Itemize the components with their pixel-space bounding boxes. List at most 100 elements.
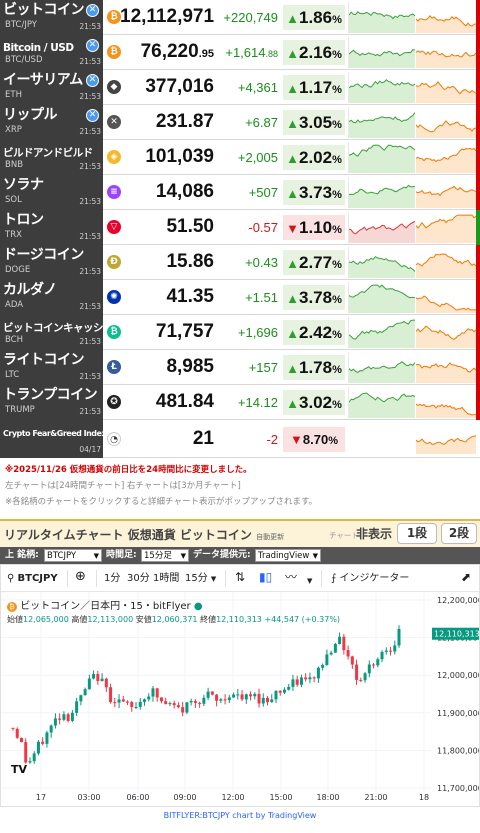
coin-row[interactable]: ビットコインキャッシュ BCH 21:53 ₿ 71,757 +1,696 ▲2…: [0, 315, 480, 350]
coin-name-cell[interactable]: カルダノ ADA 21:53: [0, 280, 103, 315]
x-tick-label: 17: [36, 793, 46, 802]
percent-unit: %: [332, 294, 342, 306]
coin-name-cell[interactable]: ソラナ SOL 21:53: [0, 175, 103, 210]
coin-name-cell[interactable]: ライトコイン LTC 21:53: [0, 350, 103, 385]
live-dot-icon: ●: [193, 601, 203, 612]
hide-chart-button[interactable]: 非表示: [356, 527, 393, 541]
candles-icon[interactable]: ▮▯: [259, 570, 273, 584]
two-tier-button[interactable]: 2段: [441, 523, 477, 544]
symbol-select[interactable]: BTCJPY ▼: [44, 549, 102, 562]
coin-price: 8,985: [120, 356, 214, 380]
chart-24h[interactable]: [348, 352, 416, 383]
coin-name-cell[interactable]: イーサリアム ETH 21:53 ✕: [0, 70, 103, 105]
add-symbol-icon[interactable]: ⊕: [75, 569, 86, 584]
chart-legend: ₿ ビットコイン／日本円・15・bitFlyer ●: [7, 597, 203, 612]
interval-dropdown[interactable]: 15分 ▼: [185, 571, 216, 587]
coin-name-cell[interactable]: リップル XRP 21:53 ✕: [0, 105, 103, 140]
chart-3m[interactable]: [415, 387, 477, 418]
price-int: 231.87: [155, 111, 214, 132]
coin-row[interactable]: ビルドアンドビルド BNB 21:53 ◈ 101,039 +2,005 ▲2.…: [0, 140, 480, 175]
symbol-label: 上 銘柄:: [5, 550, 39, 560]
coin-row[interactable]: リップル XRP 21:53 ✕ ✕ 231.87 +6.87 ▲3.05%: [0, 105, 480, 140]
price-int: 51.50: [166, 216, 214, 237]
candle-body: [181, 707, 185, 713]
x-badge-icon[interactable]: ✕: [86, 109, 99, 122]
coin-row[interactable]: イーサリアム ETH 21:53 ✕ ◆ 377,016 +4,361 ▲1.1…: [0, 70, 480, 105]
chart-24h[interactable]: [348, 2, 416, 34]
chart-3m[interactable]: [415, 107, 477, 138]
provider-select[interactable]: TradingView ▼: [255, 549, 321, 562]
chart-3m[interactable]: [415, 317, 477, 348]
chart-3m[interactable]: [415, 352, 477, 383]
interval-1h[interactable]: 1時間: [153, 573, 180, 584]
chart-24h[interactable]: [348, 142, 416, 173]
chart-24h[interactable]: [348, 387, 416, 418]
coin-change: +6.87: [214, 115, 278, 132]
x-badge-icon[interactable]: ✕: [86, 39, 99, 52]
candle-body: [147, 696, 151, 700]
coin-name-cell[interactable]: Bitcoin / USD BTC/USD 21:53 ✕: [0, 35, 103, 70]
chart-24h[interactable]: [348, 107, 416, 138]
chart-3m[interactable]: [415, 2, 477, 34]
chart-24h[interactable]: [348, 177, 416, 208]
coin-name-cell[interactable]: トランプコイン TRUMP 21:53: [0, 385, 103, 420]
coin-name-cell[interactable]: ビルドアンドビルド BNB 21:53: [0, 140, 103, 175]
timeframe-select[interactable]: 15分足 ▼: [141, 549, 189, 562]
coin-name-cell[interactable]: ビットコイン BTC/JPY 21:53 ✕: [0, 0, 103, 35]
coin-name-cell[interactable]: トロン TRX 21:53: [0, 210, 103, 245]
fear-greed-name-cell[interactable]: Crypto Fear&Greed Index 04/17: [0, 420, 107, 458]
coin-row[interactable]: Bitcoin / USD BTC/USD 21:53 ✕ ₿ 76,220.9…: [0, 35, 480, 70]
chart-3m[interactable]: [415, 37, 477, 68]
y-tick-label: 12,200,000: [437, 596, 479, 605]
chart-3m[interactable]: [415, 282, 476, 313]
coin-row[interactable]: ソラナ SOL 21:53 ≡ 14,086 +507 ▲3.73%: [0, 175, 480, 210]
chart-attribution-link[interactable]: BITFLYER:BTCJPY chart by TradingView: [163, 811, 317, 820]
coin-row[interactable]: ドージコイン DOGE 21:53 Ð 15.86 +0.43 ▲2.77%: [0, 245, 480, 280]
coin-row[interactable]: ビットコイン BTC/JPY 21:53 ✕ ₿ 12,112,971 +220…: [0, 0, 480, 35]
coin-row[interactable]: カルダノ ADA 21:53 ✺ 41.35 +1.51 ▲3.78%: [0, 280, 480, 315]
candle-body: [49, 725, 53, 733]
price-chart[interactable]: 12,200,00012,100,00012,000,00011,900,000…: [1, 592, 479, 806]
coin-name-cell[interactable]: ビットコインキャッシュ BCH 21:53: [0, 315, 114, 350]
chart-24h[interactable]: [348, 72, 416, 103]
popup-explanation: ※各銘柄のチャートをクリックすると詳細チャート表示がポップアップされます。: [5, 497, 318, 507]
coin-row[interactable]: ライトコイン LTC 21:53 Ł 8,985 +157 ▲1.78%: [0, 350, 480, 385]
price-int: 71,757: [155, 321, 214, 342]
chart-24h[interactable]: [348, 282, 416, 313]
chart-24h[interactable]: [348, 317, 415, 348]
coin-change: +4,361: [214, 80, 278, 97]
interval-1m[interactable]: 1分: [104, 573, 121, 584]
chart-3m[interactable]: [415, 247, 477, 278]
percent-unit: %: [328, 435, 338, 447]
line-chart-icon[interactable]: 〰: [285, 570, 298, 584]
candle-body: [291, 679, 295, 687]
interval-30m[interactable]: 30分: [127, 573, 150, 584]
chart-24h[interactable]: [348, 212, 416, 243]
chevron-down-icon[interactable]: ▼: [307, 577, 313, 585]
coin-name-cell[interactable]: ドージコイン DOGE 21:53: [0, 245, 103, 280]
fear-greed-row[interactable]: Crypto Fear&Greed Index 04/17 ◔ 21 -2 ▼8…: [0, 420, 480, 458]
compare-icon[interactable]: ⇅: [235, 570, 246, 584]
coin-row[interactable]: トランプコイン TRUMP 21:53 ✪ 481.84 +14.12 ▲3.0…: [0, 385, 480, 420]
chart-3m[interactable]: [415, 142, 477, 173]
x-tick-label: 09:00: [173, 793, 196, 802]
chart-24h[interactable]: [348, 37, 416, 68]
one-tier-button[interactable]: 1段: [397, 523, 437, 544]
indicators-button[interactable]: ⨍ インジケーター: [331, 571, 409, 586]
symbol-search[interactable]: ⚲ BTCJPY: [7, 571, 58, 586]
chart-3m[interactable]: [415, 212, 477, 243]
x-badge-icon[interactable]: ✕: [86, 4, 99, 17]
coin-time: 21:53: [79, 197, 101, 206]
chart-3m[interactable]: [415, 72, 477, 103]
candle-body: [316, 667, 320, 679]
status-bar: [476, 315, 480, 350]
x-badge-icon[interactable]: ✕: [86, 74, 99, 87]
popout-icon[interactable]: ⬈: [461, 570, 472, 584]
y-tick-label: 11,700,000: [437, 784, 479, 793]
fear-greed-chart[interactable]: [415, 423, 477, 455]
chart-3m[interactable]: [415, 177, 477, 208]
chart-24h[interactable]: [348, 247, 416, 278]
coin-row[interactable]: トロン TRX 21:53 ▽ 51.50 -0.57 ▼1.10%: [0, 210, 480, 245]
x-tick-label: 18: [419, 793, 429, 802]
candle-body: [338, 636, 342, 644]
